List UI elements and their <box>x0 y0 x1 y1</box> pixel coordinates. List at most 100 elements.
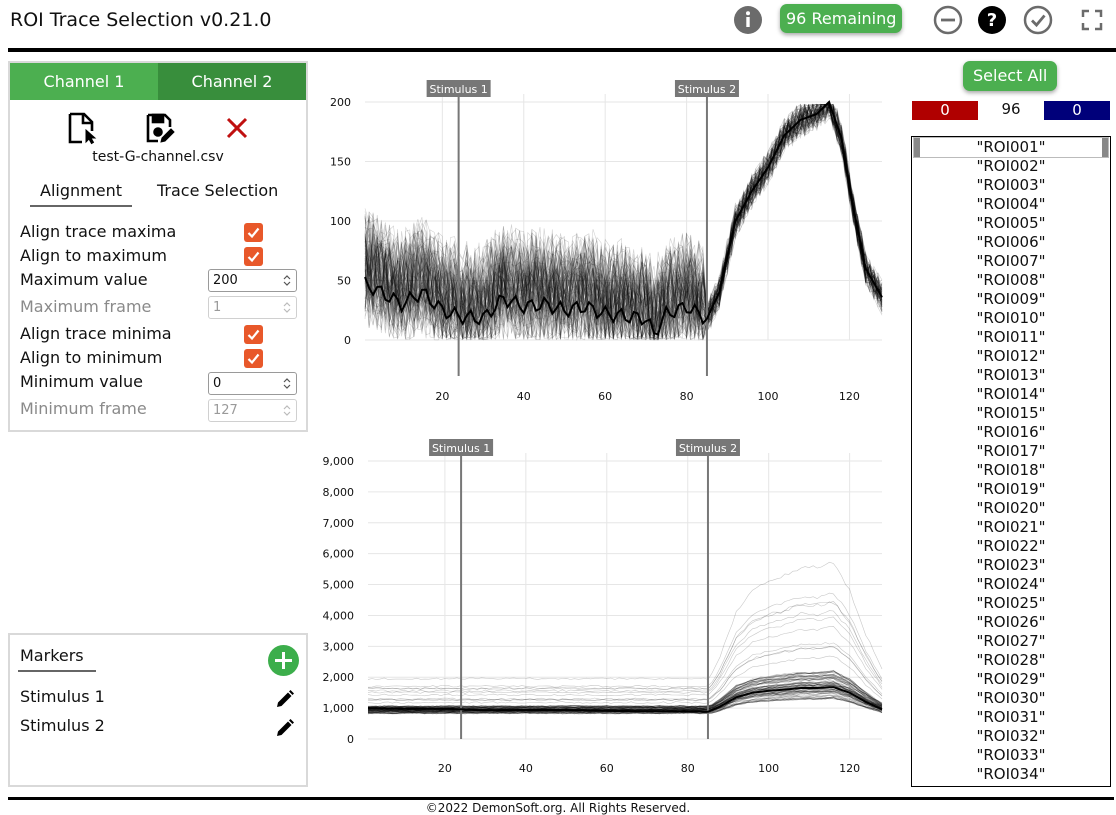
trace-line <box>364 104 883 340</box>
roi-list-item[interactable]: "ROI017" <box>976 442 1046 460</box>
trace-line <box>364 103 883 341</box>
save-file-icon[interactable] <box>144 111 176 145</box>
roi-list-item[interactable]: "ROI005" <box>976 214 1046 232</box>
roi-list-item[interactable]: "ROI019" <box>976 480 1046 498</box>
header-rule <box>8 48 1116 52</box>
roi-list-item[interactable]: "ROI025" <box>976 594 1046 612</box>
trace-line <box>368 678 883 710</box>
pencil-icon <box>277 690 294 707</box>
stimulus-marker-label: Stimulus 1 <box>432 442 490 455</box>
raw-traces-chart[interactable]: 0 1,000 2,000 3,000 4,000 5,000 6,000 7,000 8,00… <box>318 436 888 800</box>
mean-trace-line[interactable] <box>367 686 883 713</box>
footer-copyright: ©2022 DemonSoft.org. All Rights Reserved… <box>425 801 691 815</box>
trace-line <box>364 105 883 341</box>
roi-list-item[interactable]: "ROI023" <box>976 556 1046 574</box>
roi-list-item[interactable]: "ROI015" <box>976 404 1046 422</box>
roi-list-item[interactable]: "ROI034" <box>976 765 1046 783</box>
roi-list-item[interactable]: "ROI029" <box>976 670 1046 688</box>
trace-line <box>364 104 883 322</box>
x-tick-label: 120 <box>839 762 860 775</box>
roi-list-item[interactable]: "ROI011" <box>976 328 1046 346</box>
trace-line <box>367 561 883 680</box>
align-trace-minima-checkbox[interactable] <box>244 325 263 344</box>
roi-list-item[interactable]: "ROI013" <box>976 366 1046 384</box>
trace-line <box>367 684 883 712</box>
trace-line <box>364 104 883 340</box>
mean-trace-line[interactable] <box>364 100 883 336</box>
align-trace-maxima-checkbox[interactable] <box>244 223 263 242</box>
markers-title: Markers <box>18 646 96 672</box>
roi-list-item[interactable]: "ROI026" <box>976 613 1046 631</box>
y-tick-label: 5,000 <box>323 579 355 592</box>
add-marker-button[interactable] <box>268 645 299 676</box>
trace-line <box>364 103 883 340</box>
stimulus-marker-tag <box>674 80 739 97</box>
trace-line <box>364 106 883 340</box>
roi-list-item[interactable]: "ROI033" <box>976 746 1046 764</box>
tab-channel-1[interactable]: Channel 1 <box>10 63 158 100</box>
x-tick-label: 60 <box>600 762 614 775</box>
roi-list-item[interactable]: "ROI001" <box>913 137 1109 158</box>
stimulus-marker-tag <box>429 439 494 456</box>
roi-list-item[interactable]: "ROI027" <box>976 632 1046 650</box>
trace-line <box>364 103 883 341</box>
reject-icon[interactable] <box>933 5 963 35</box>
roi-list-item[interactable]: "ROI024" <box>976 575 1046 593</box>
open-file-icon[interactable] <box>66 111 98 145</box>
spinner-icon[interactable] <box>282 376 292 391</box>
trace-line <box>367 678 883 710</box>
edit-marker-button[interactable] <box>274 717 296 739</box>
help-icon[interactable]: ? <box>977 5 1007 35</box>
roi-list-item[interactable]: "ROI031" <box>976 708 1046 726</box>
trace-line <box>364 103 883 334</box>
trace-line <box>367 670 883 708</box>
roi-list-item[interactable]: "ROI009" <box>976 290 1046 308</box>
roi-list-item[interactable]: "ROI018" <box>976 461 1046 479</box>
align-to-maximum-checkbox[interactable] <box>244 247 263 266</box>
roi-list-item[interactable]: "ROI008" <box>976 271 1046 289</box>
roi-list-item[interactable]: "ROI021" <box>976 518 1046 536</box>
maximum-value-input[interactable]: 200 <box>208 269 297 292</box>
roi-list-item[interactable]: "ROI003" <box>976 176 1046 194</box>
maximum-value-label: Maximum value <box>20 270 148 289</box>
trace-line <box>364 104 883 340</box>
select-all-button[interactable]: Select All <box>963 61 1058 91</box>
trace-line <box>367 669 883 708</box>
tab-trace-selection[interactable]: Trace Selection <box>157 181 279 200</box>
trace-line <box>364 104 883 331</box>
trace-line <box>364 103 883 339</box>
roi-list-item[interactable]: "ROI010" <box>976 309 1046 327</box>
tab-channel-2[interactable]: Channel 2 <box>158 63 306 100</box>
trace-line <box>364 103 883 341</box>
roi-list-item[interactable]: "ROI007" <box>976 252 1046 270</box>
remaining-badge[interactable]: 96 Remaining <box>780 4 903 33</box>
roi-list-item[interactable]: "ROI014" <box>976 385 1046 403</box>
minimum-value-input[interactable]: 0 <box>208 372 297 395</box>
trace-line <box>364 104 883 340</box>
roi-list-item[interactable]: "ROI006" <box>976 233 1046 251</box>
roi-list-item[interactable]: "ROI028" <box>976 651 1046 669</box>
roi-list[interactable]: "ROI001" "ROI002" "ROI003" "ROI004" "ROI005"… <box>911 136 1111 787</box>
tab-alignment[interactable]: Alignment <box>30 181 132 207</box>
spinner-icon[interactable] <box>282 273 292 288</box>
clear-file-icon[interactable] <box>221 111 253 145</box>
align-to-minimum-checkbox[interactable] <box>244 349 263 368</box>
roi-list-item[interactable]: "ROI016" <box>976 423 1046 441</box>
roi-list-item[interactable]: "ROI030" <box>976 689 1046 707</box>
accept-icon[interactable] <box>1023 5 1053 35</box>
edit-marker-button[interactable] <box>274 688 296 710</box>
fullscreen-icon[interactable] <box>1077 5 1107 35</box>
roi-list-item[interactable]: "ROI004" <box>976 195 1046 213</box>
trace-line <box>364 104 883 341</box>
roi-list-item[interactable]: "ROI002" <box>976 157 1046 175</box>
roi-list-item[interactable]: "ROI022" <box>976 537 1046 555</box>
aligned-traces-chart[interactable]: 0 50 100 150 200 20 40 60 80 100 120 Stimulus 1 Stim… <box>318 72 888 412</box>
info-icon[interactable] <box>733 5 763 35</box>
trace-line <box>367 697 883 715</box>
roi-list-item[interactable]: "ROI032" <box>976 727 1046 745</box>
trace-line <box>364 103 883 327</box>
trace-line <box>367 676 883 710</box>
roi-list-item[interactable]: "ROI012" <box>976 347 1046 365</box>
trace-line <box>367 677 883 710</box>
roi-list-item[interactable]: "ROI020" <box>976 499 1046 517</box>
